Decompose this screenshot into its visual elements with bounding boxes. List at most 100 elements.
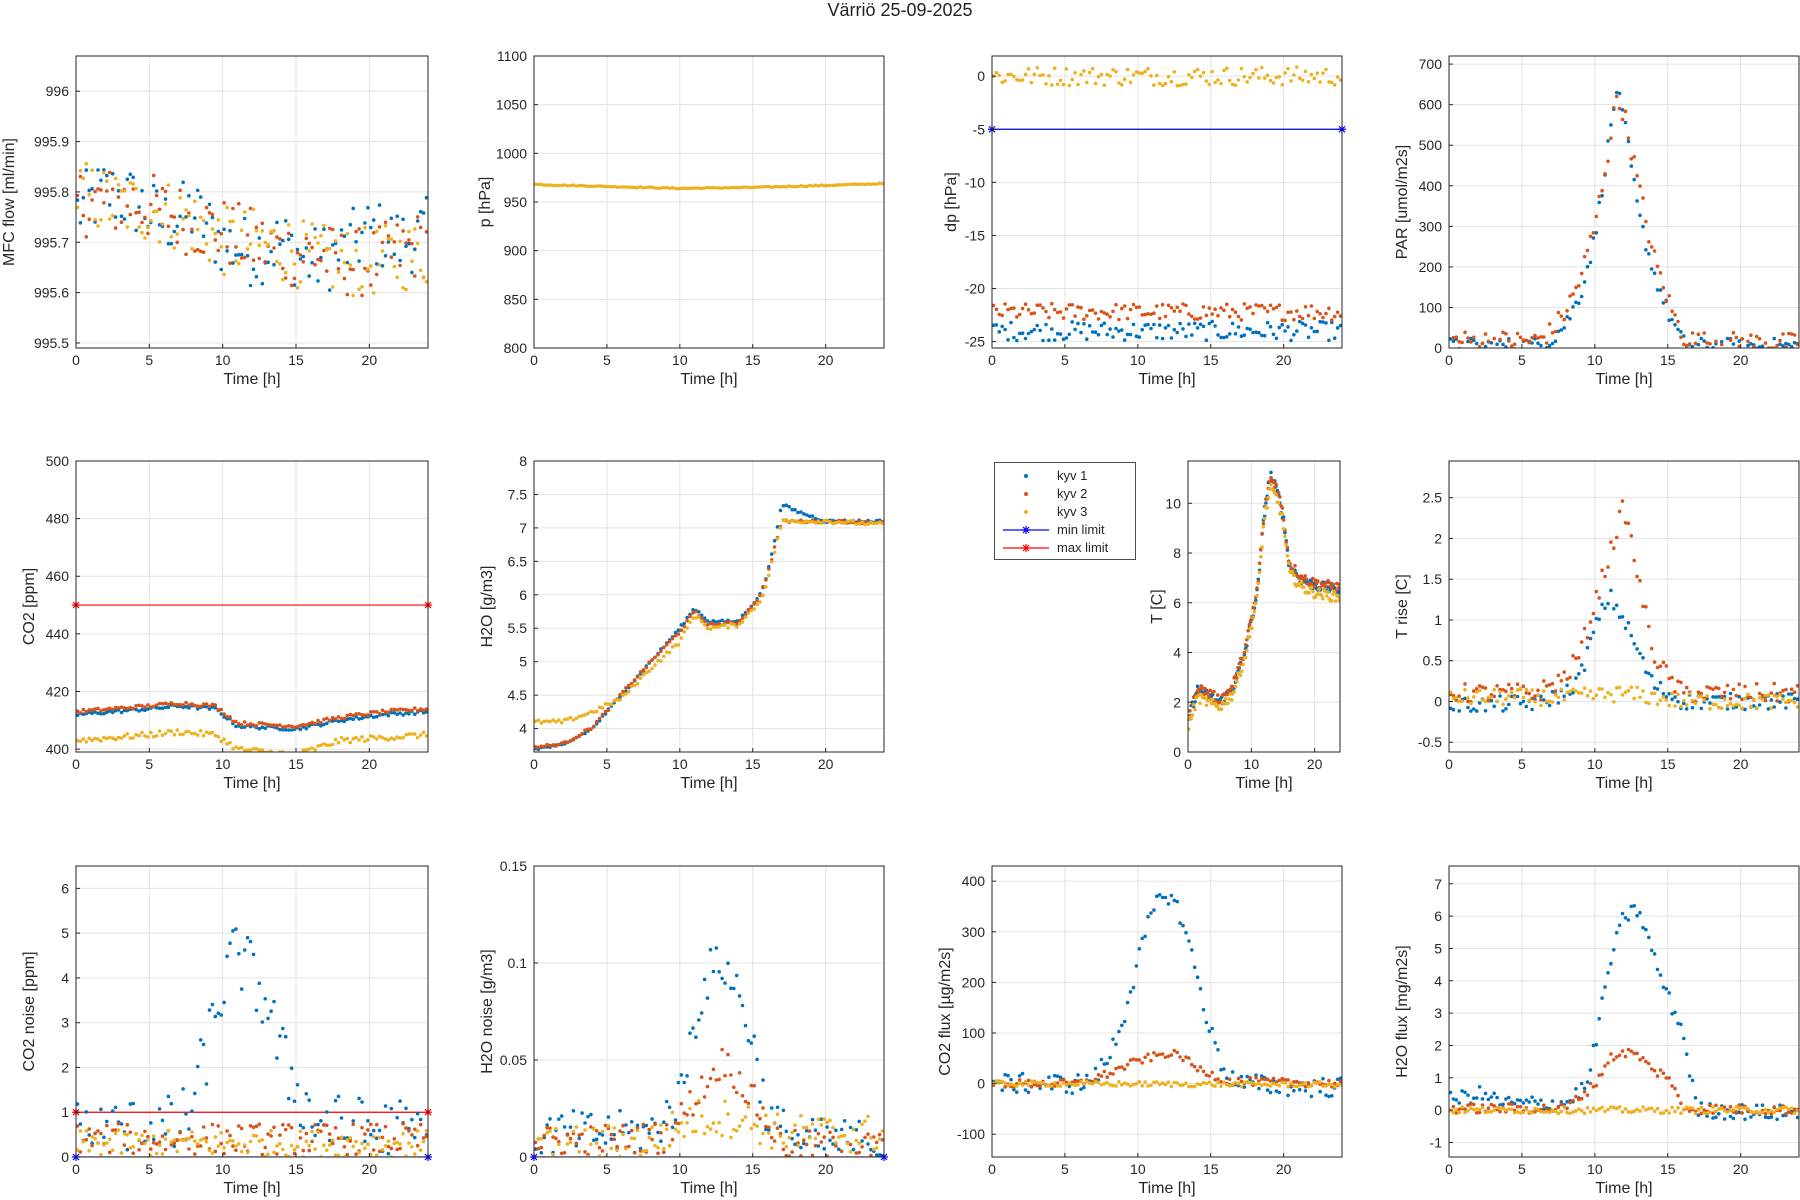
data-point xyxy=(1105,1080,1109,1085)
data-point xyxy=(1509,344,1514,348)
data-point xyxy=(278,1133,282,1137)
data-point xyxy=(1236,1081,1241,1086)
series-kyv-3 xyxy=(76,1128,428,1157)
data-point xyxy=(767,1128,771,1132)
data-point xyxy=(251,258,256,263)
data-point xyxy=(263,726,268,731)
data-point xyxy=(369,264,373,268)
data-point xyxy=(398,239,402,244)
data-point xyxy=(336,1094,341,1099)
data-point xyxy=(758,600,762,604)
y-tick-label: 5 xyxy=(61,925,69,941)
data-point xyxy=(313,1133,317,1138)
data-point xyxy=(574,716,579,721)
data-point xyxy=(1705,341,1709,345)
data-point xyxy=(1276,501,1281,505)
x-axis-label: Time [h] xyxy=(223,371,280,388)
data-point xyxy=(1262,333,1267,338)
data-point xyxy=(732,1127,736,1132)
data-point xyxy=(383,737,388,741)
data-point xyxy=(1163,81,1168,86)
data-point xyxy=(1664,299,1669,304)
data-point xyxy=(383,1144,388,1148)
data-point xyxy=(1073,327,1077,332)
data-point xyxy=(650,1125,654,1129)
data-point xyxy=(195,188,200,193)
data-point xyxy=(1749,342,1753,346)
data-point xyxy=(1789,1111,1794,1115)
data-point xyxy=(702,1131,707,1136)
data-point xyxy=(254,1134,259,1138)
data-point xyxy=(1188,709,1192,713)
data-point xyxy=(113,176,118,181)
data-point xyxy=(1219,81,1223,86)
data-point xyxy=(1330,1094,1334,1098)
data-point xyxy=(1609,540,1613,544)
data-point xyxy=(1460,699,1464,704)
data-point xyxy=(1474,1096,1479,1100)
data-point xyxy=(1281,518,1286,522)
data-point xyxy=(1449,1090,1453,1095)
data-point xyxy=(154,706,159,710)
data-point xyxy=(395,1140,400,1145)
data-point xyxy=(629,1128,634,1133)
data-point xyxy=(1105,72,1109,77)
data-point xyxy=(837,1147,841,1152)
data-point xyxy=(1649,245,1654,249)
data-point xyxy=(691,608,695,612)
data-point xyxy=(1303,69,1308,74)
data-point xyxy=(1492,704,1496,709)
data-point xyxy=(369,1132,373,1137)
data-point xyxy=(1454,695,1459,700)
data-point xyxy=(697,1018,701,1022)
data-point xyxy=(734,973,739,978)
data-point xyxy=(749,605,754,610)
y-tick-label: 0 xyxy=(1173,744,1181,760)
plot-marks xyxy=(1188,470,1340,731)
data-point xyxy=(245,748,250,752)
data-point xyxy=(1658,1111,1663,1115)
data-point xyxy=(676,1130,681,1134)
data-point xyxy=(1693,701,1698,705)
data-point xyxy=(195,1064,200,1069)
data-point xyxy=(1012,306,1016,310)
data-point xyxy=(96,1141,100,1145)
plot-frame xyxy=(991,865,1343,1158)
data-point xyxy=(108,1161,112,1165)
data-point xyxy=(711,185,716,190)
data-point xyxy=(1594,1083,1599,1088)
y-tick-label: 6 xyxy=(1434,908,1442,924)
data-point xyxy=(1055,331,1060,336)
data-point xyxy=(1050,1084,1054,1088)
data-point xyxy=(1609,1052,1613,1056)
data-point xyxy=(787,505,791,509)
data-point xyxy=(1638,578,1642,583)
data-point xyxy=(1495,1105,1499,1110)
x-tick-label: 10 xyxy=(215,1161,231,1177)
plot-frame xyxy=(533,865,885,1158)
data-point xyxy=(1658,1068,1663,1072)
data-point xyxy=(1702,339,1706,343)
data-point xyxy=(286,231,291,236)
data-point xyxy=(1536,1107,1540,1111)
data-point xyxy=(694,1102,698,1106)
data-point xyxy=(1769,706,1774,710)
data-point xyxy=(676,628,681,632)
data-point xyxy=(1309,72,1314,77)
data-point xyxy=(1457,1101,1461,1105)
data-point xyxy=(210,705,215,709)
data-point xyxy=(688,1031,692,1035)
data-point xyxy=(1722,1108,1727,1113)
data-point xyxy=(392,737,397,742)
data-point xyxy=(304,723,309,727)
data-point xyxy=(1265,1083,1270,1087)
data-point xyxy=(1131,73,1136,77)
data-point xyxy=(1795,705,1799,709)
data-point xyxy=(307,1148,312,1153)
data-point xyxy=(1486,695,1491,700)
data-point xyxy=(1574,656,1578,660)
data-point xyxy=(1105,312,1109,317)
data-point xyxy=(93,1131,97,1136)
data-point xyxy=(1760,1103,1765,1107)
data-point xyxy=(1052,1081,1057,1085)
